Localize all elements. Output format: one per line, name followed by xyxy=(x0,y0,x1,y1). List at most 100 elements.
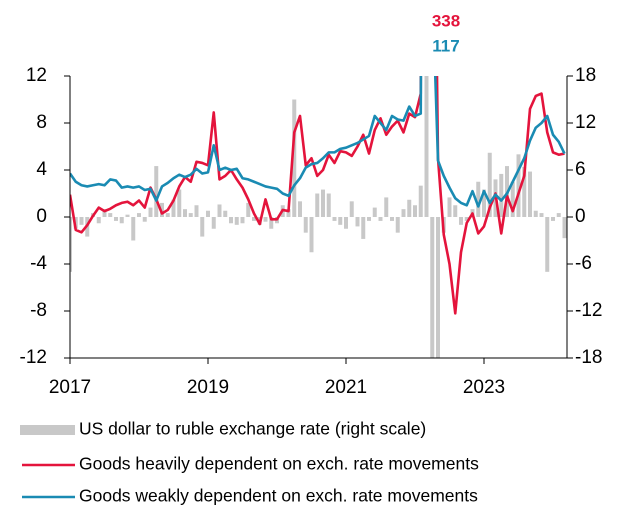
bar xyxy=(349,201,354,217)
y2-tick-label: 0 xyxy=(575,206,586,227)
bar xyxy=(453,205,458,217)
line xyxy=(70,76,566,208)
bar xyxy=(188,213,193,217)
bar xyxy=(137,213,141,217)
bar xyxy=(464,217,469,221)
bar xyxy=(418,185,423,217)
bar xyxy=(315,193,320,217)
bar xyxy=(372,207,377,217)
bar xyxy=(401,209,406,217)
bar xyxy=(70,217,72,272)
legend-swatch xyxy=(20,425,75,435)
bar xyxy=(390,217,394,221)
peak-label: 338 xyxy=(432,11,460,30)
bar xyxy=(338,217,343,225)
bar xyxy=(269,217,274,229)
x-tick-label: 2021 xyxy=(325,377,367,398)
bar xyxy=(298,201,302,217)
y-tick-label: 4 xyxy=(36,159,47,180)
y-tick-label: -4 xyxy=(30,253,47,274)
bar xyxy=(142,217,147,222)
bar xyxy=(528,171,532,217)
bar xyxy=(211,217,216,229)
bar xyxy=(487,152,492,217)
bar xyxy=(234,217,239,225)
bar xyxy=(309,217,314,253)
bar xyxy=(476,181,481,217)
line-layer xyxy=(70,76,566,315)
bar xyxy=(154,166,159,217)
bar xyxy=(361,217,366,239)
y-tick-label: 12 xyxy=(26,65,47,86)
bar xyxy=(355,217,360,227)
y2-tick-label: -18 xyxy=(575,347,602,368)
bar xyxy=(344,217,348,229)
legend-label: Goods heavily dependent on exch. rate mo… xyxy=(79,454,479,474)
bar xyxy=(229,217,233,224)
bar xyxy=(545,217,550,272)
bar xyxy=(447,197,452,217)
bar xyxy=(114,217,118,221)
peak-label: 117 xyxy=(432,36,459,55)
bar xyxy=(367,217,371,221)
bar xyxy=(332,217,337,221)
bar xyxy=(200,217,205,237)
bar xyxy=(263,217,268,222)
y-tick-label: 0 xyxy=(36,206,47,227)
bar xyxy=(303,217,308,233)
x-tick-label: 2019 xyxy=(187,377,229,398)
bar xyxy=(326,193,331,217)
y-tick-label: 8 xyxy=(36,112,47,133)
y-tick-label: -8 xyxy=(30,300,47,321)
bar xyxy=(286,209,291,217)
bar xyxy=(424,76,429,218)
bar xyxy=(246,202,251,217)
bar xyxy=(177,189,182,217)
bar xyxy=(522,166,527,217)
bar xyxy=(108,213,113,217)
bar xyxy=(165,213,170,217)
bar xyxy=(223,210,228,217)
bar xyxy=(499,173,504,217)
bar xyxy=(79,217,84,225)
bar xyxy=(562,217,567,239)
bar xyxy=(160,202,164,217)
legend-label: US dollar to ruble exchange rate (right … xyxy=(79,419,426,439)
bar xyxy=(131,217,136,241)
bar xyxy=(516,154,521,217)
bar xyxy=(119,217,124,224)
bar xyxy=(171,199,176,217)
bar xyxy=(378,217,383,221)
legend-label: Goods weakly dependent on exch. rate mov… xyxy=(79,486,478,506)
x-tick-label: 2023 xyxy=(463,377,505,398)
bar xyxy=(217,204,222,217)
bar xyxy=(551,217,555,221)
y2-tick-label: -6 xyxy=(575,253,592,274)
bar xyxy=(413,205,417,217)
bar xyxy=(384,197,389,217)
bar xyxy=(533,210,538,217)
y2-tick-label: 12 xyxy=(575,112,596,133)
bar xyxy=(206,210,210,217)
bar xyxy=(482,189,486,217)
bar xyxy=(240,217,245,224)
bar xyxy=(556,213,561,217)
y2-tick-label: -12 xyxy=(575,300,602,321)
bar xyxy=(183,209,187,217)
bar xyxy=(407,199,412,217)
y-tick-label: -12 xyxy=(20,347,47,368)
bar xyxy=(194,205,199,217)
bar xyxy=(292,99,297,217)
bar xyxy=(395,217,400,233)
bar xyxy=(430,217,435,358)
x-tick-label: 2017 xyxy=(49,377,91,398)
bar xyxy=(252,217,256,221)
bar xyxy=(510,181,515,217)
y2-tick-label: 18 xyxy=(575,65,596,86)
bar xyxy=(321,189,325,217)
bar xyxy=(539,213,544,217)
y2-tick-label: 6 xyxy=(575,159,586,180)
bar xyxy=(148,207,153,217)
bar xyxy=(102,209,107,217)
